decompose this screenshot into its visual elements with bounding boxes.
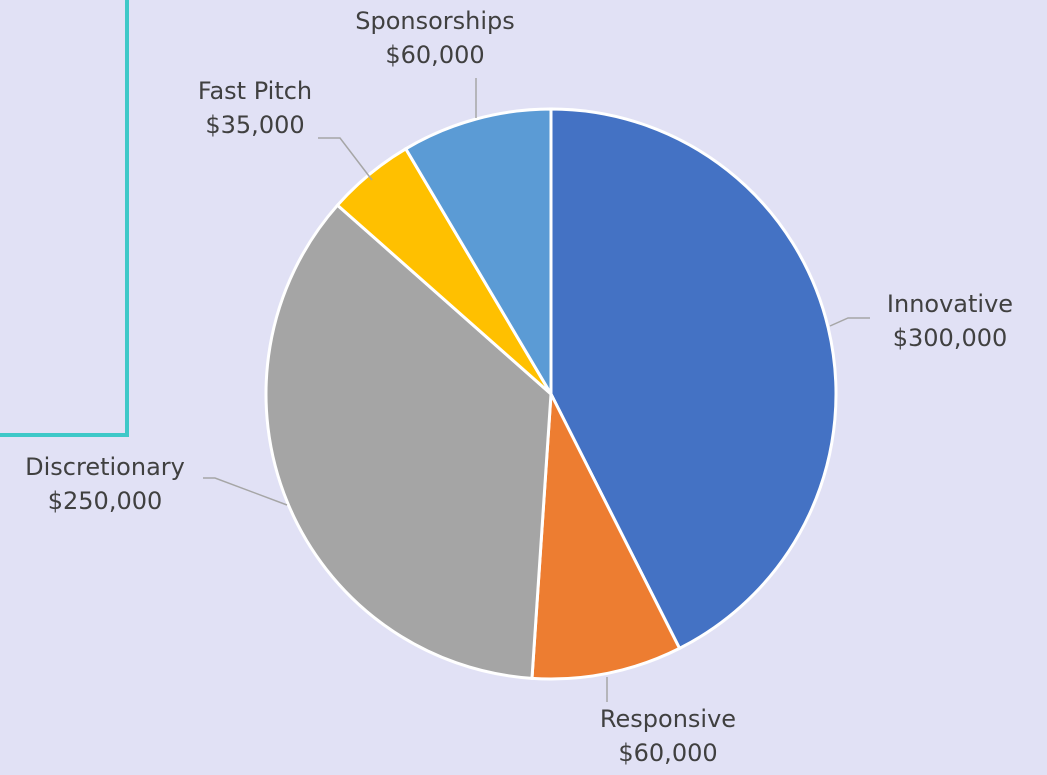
leader-line: [829, 317, 870, 327]
leader-line: [318, 137, 373, 181]
value-label: $60,000: [618, 739, 717, 767]
pie-slice: [264, 203, 553, 680]
category-label: Discretionary: [25, 453, 185, 481]
leader-line: [203, 477, 288, 506]
category-label: Innovative: [887, 290, 1013, 318]
pie-slice: [403, 107, 553, 400]
category-label: Fast Pitch: [198, 77, 312, 105]
value-label: $300,000: [893, 324, 1008, 352]
category-label: Sponsorships: [355, 7, 515, 35]
category-label: Responsive: [600, 705, 736, 733]
value-label: $60,000: [385, 41, 484, 69]
value-label: $35,000: [205, 111, 304, 139]
value-label: $250,000: [48, 487, 163, 515]
pie-slice: [530, 388, 682, 681]
pie-slice: [549, 107, 838, 651]
frame-border: [0, 0, 129, 437]
